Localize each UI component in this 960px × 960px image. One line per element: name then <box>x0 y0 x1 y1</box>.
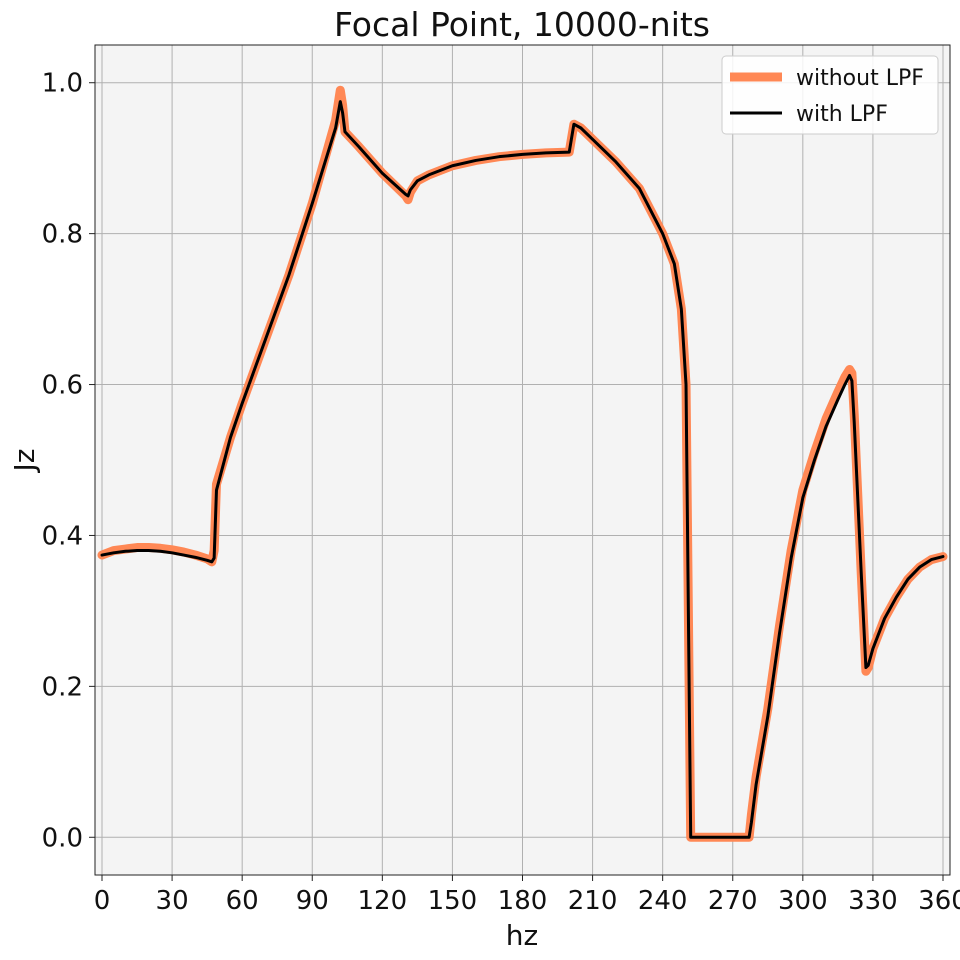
y-axis-ticks: 0.0 0.2 0.4 0.6 0.8 1.0 <box>42 69 95 853</box>
x-tick-label: 360 <box>918 886 960 916</box>
y-tick-label: 1.0 <box>42 69 83 99</box>
x-tick-label: 240 <box>638 886 688 916</box>
x-axis-label: hz <box>506 919 538 952</box>
x-tick-label: 30 <box>156 886 189 916</box>
y-tick-label: 0.6 <box>42 371 83 401</box>
series-layer <box>97 85 948 842</box>
x-axis-ticks: 0 30 60 90 120 150 180 210 240 270 300 330 360 <box>94 875 960 916</box>
x-tick-label: 90 <box>296 886 329 916</box>
x-tick-label: 60 <box>226 886 259 916</box>
y-tick-label: 0.8 <box>42 220 83 250</box>
series-line-with-lpf <box>100 100 945 839</box>
legend: without LPF with LPF <box>721 55 939 135</box>
y-tick-label: 0.0 <box>42 823 83 853</box>
x-tick-label: 210 <box>568 886 618 916</box>
chart-title: Focal Point, 10000-nits <box>334 5 710 44</box>
y-tick-label: 0.4 <box>42 521 83 551</box>
y-tick-label: 0.2 <box>42 672 83 702</box>
y-axis-label: Jz <box>8 449 41 474</box>
legend-label-with-lpf: with LPF <box>796 102 888 127</box>
x-tick-label: 330 <box>848 886 898 916</box>
x-tick-label: 270 <box>708 886 758 916</box>
legend-label-without-lpf: without LPF <box>796 66 924 91</box>
x-tick-label: 300 <box>778 886 828 916</box>
grid-lines <box>95 45 950 875</box>
x-tick-label: 150 <box>428 886 478 916</box>
x-tick-label: 120 <box>358 886 408 916</box>
x-tick-label: 0 <box>94 886 111 916</box>
x-tick-label: 180 <box>498 886 548 916</box>
